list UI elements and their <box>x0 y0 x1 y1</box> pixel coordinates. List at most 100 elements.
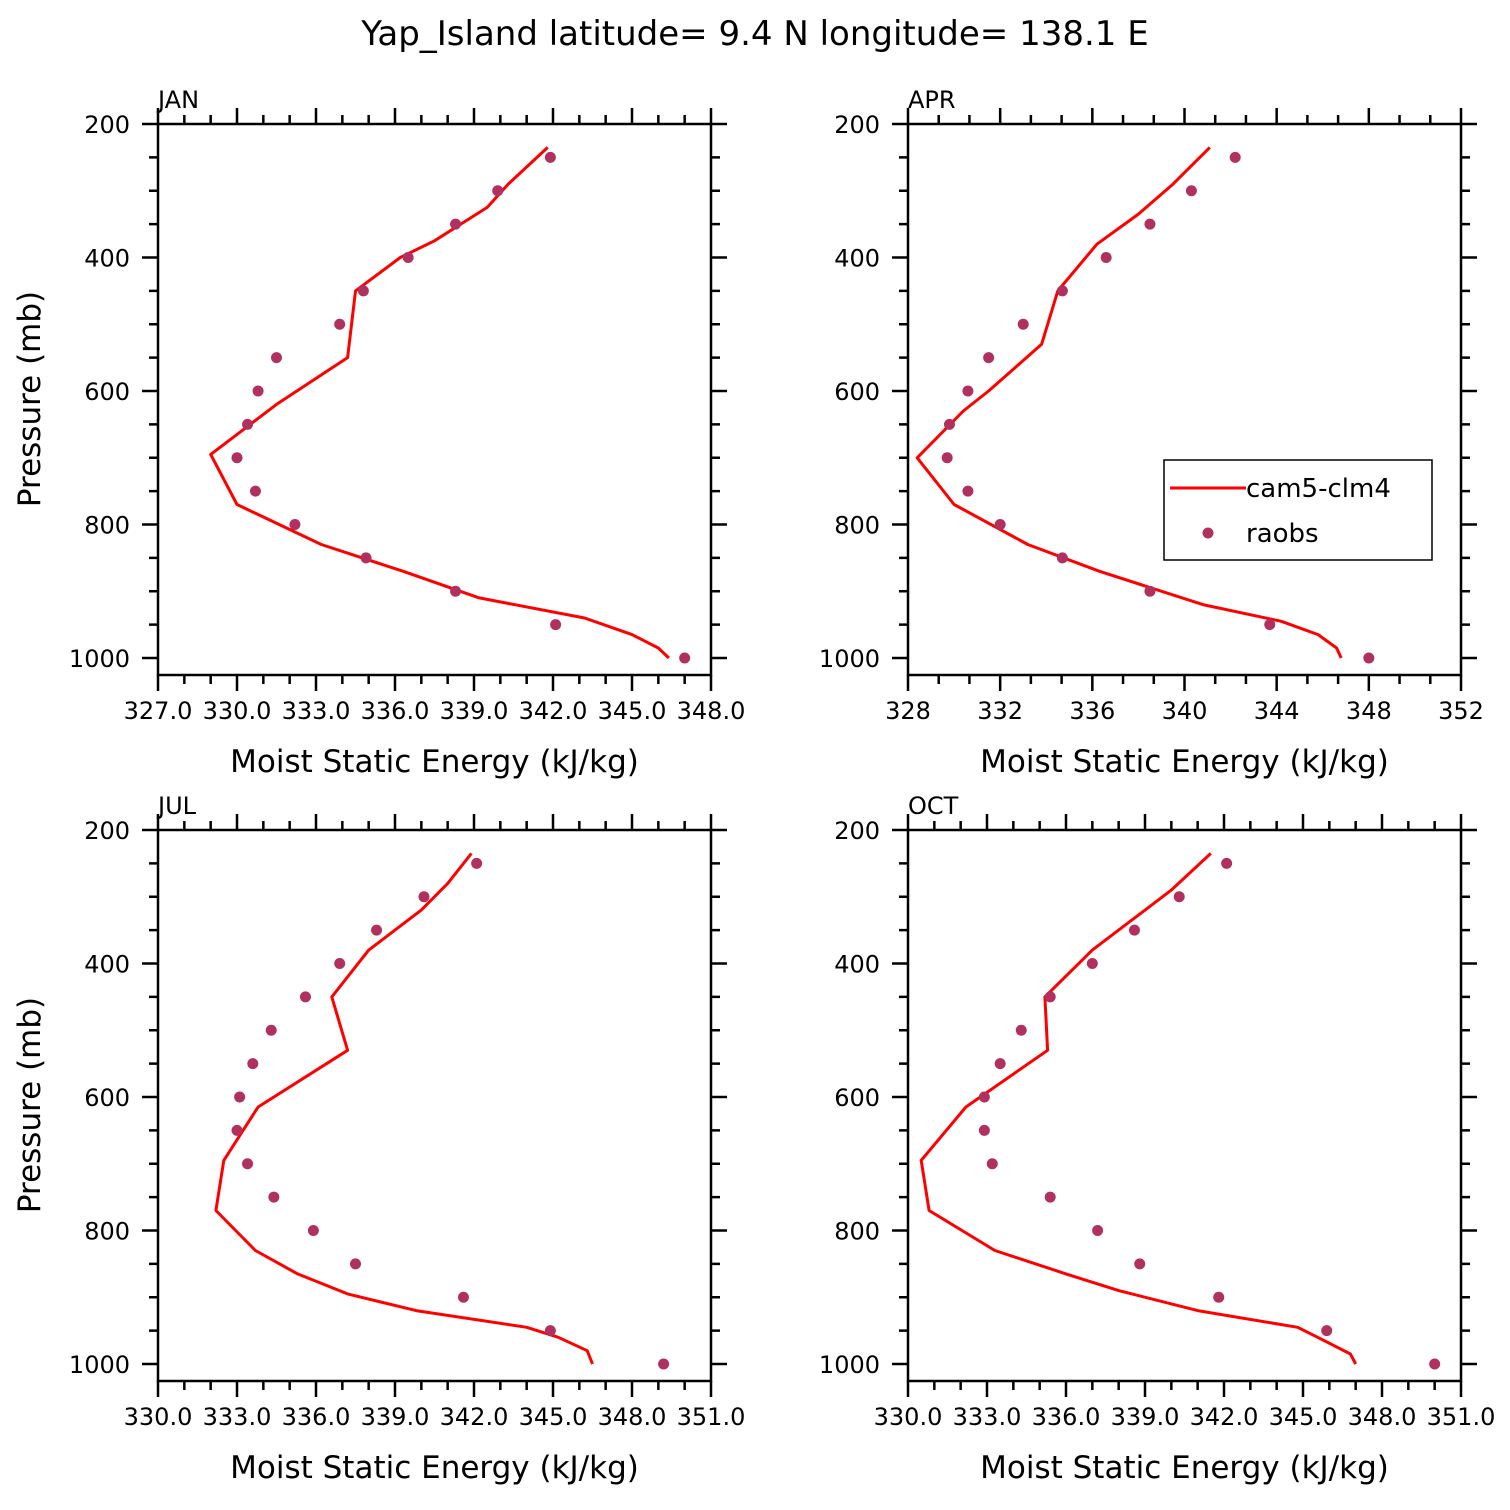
x-tick-label-jul: 330.0 <box>124 1403 193 1431</box>
obs-point-jul <box>247 1058 259 1070</box>
y-tick-label-oct: 800 <box>834 1218 880 1246</box>
series-line-apr <box>915 146 1343 659</box>
obs-point-jul <box>265 1024 277 1036</box>
obs-point-oct <box>994 1058 1006 1070</box>
obs-point-jan <box>252 385 264 397</box>
obs-point-apr <box>943 418 955 430</box>
obs-point-apr <box>1185 185 1197 197</box>
x-tick-label-jul: 345.0 <box>519 1403 588 1431</box>
legend-label-obs: raobs <box>1246 519 1319 549</box>
obs-point-apr <box>1363 652 1375 664</box>
x-tick-label-jul: 342.0 <box>440 1403 509 1431</box>
x-tick-label-jan: 333.0 <box>282 697 351 725</box>
y-tick-label-oct: 1000 <box>819 1351 880 1379</box>
obs-point-jul <box>234 1091 246 1103</box>
obs-point-oct <box>1429 1358 1441 1370</box>
obs-point-jan <box>544 151 556 163</box>
x-tick-label-jan: 336.0 <box>361 697 430 725</box>
obs-point-jan <box>550 619 562 631</box>
obs-point-apr <box>1017 318 1029 330</box>
obs-point-jan <box>289 519 301 530</box>
obs-point-apr <box>1144 585 1156 597</box>
obs-point-oct <box>978 1091 990 1103</box>
obs-point-apr <box>962 385 974 397</box>
x-tick-label-jan: 348.0 <box>677 697 746 725</box>
x-axis-title-jul: Moist Static Energy (kJ/kg) <box>230 1450 639 1486</box>
obs-point-oct <box>1092 1225 1104 1236</box>
x-axis-title-oct: Moist Static Energy (kJ/kg) <box>980 1450 1389 1486</box>
obs-point-oct <box>1221 857 1233 869</box>
obs-point-jan <box>679 652 691 664</box>
obs-point-jul <box>334 958 346 969</box>
plot-frame-apr <box>906 122 1463 677</box>
x-tick-label-apr: 336 <box>1069 697 1115 725</box>
y-tick-label-apr: 1000 <box>819 645 880 673</box>
y-tick-label-oct: 600 <box>834 1084 880 1112</box>
legend: cam5-clm4 raobs <box>1163 459 1433 561</box>
obs-point-jul <box>457 1291 469 1303</box>
x-tick-label-apr: 332 <box>977 697 1023 725</box>
obs-point-apr <box>1100 252 1112 263</box>
obs-point-jul <box>299 991 311 1003</box>
series-line-jan <box>209 146 670 660</box>
y-tick-label-jan: 200 <box>84 111 130 139</box>
x-tick-label-oct: 351.0 <box>1427 1403 1496 1431</box>
y-axis-title-jul: Pressure (mb) <box>12 997 48 1213</box>
obs-point-jul <box>418 891 430 903</box>
obs-point-oct <box>1321 1325 1333 1337</box>
obs-point-jan <box>492 185 504 197</box>
series-line-oct <box>919 852 1358 1365</box>
obs-point-jul <box>231 1124 243 1136</box>
y-tick-label-jul: 400 <box>84 951 130 979</box>
x-tick-label-jul: 351.0 <box>677 1403 746 1431</box>
y-tick-label-jul: 1000 <box>69 1351 130 1379</box>
x-tick-label-oct: 345.0 <box>1269 1403 1338 1431</box>
x-axis-title-jan: Moist Static Energy (kJ/kg) <box>230 744 639 780</box>
y-tick-label-jul: 200 <box>84 817 130 845</box>
obs-point-jul <box>471 857 483 869</box>
y-tick-label-apr: 800 <box>834 512 880 540</box>
y-tick-label-oct: 200 <box>834 817 880 845</box>
obs-point-apr <box>983 352 995 364</box>
obs-point-oct <box>1128 924 1140 936</box>
y-tick-label-jan: 600 <box>84 378 130 406</box>
x-tick-label-jan: 327.0 <box>124 697 193 725</box>
legend-box <box>1163 459 1433 561</box>
panel-label-apr: APR <box>908 86 956 114</box>
x-tick-label-jul: 339.0 <box>361 1403 430 1431</box>
plot-frame-jan <box>156 122 713 677</box>
obs-point-jan <box>334 318 346 330</box>
obs-point-apr <box>1144 218 1156 230</box>
obs-point-jul <box>242 1158 254 1170</box>
x-tick-label-jan: 345.0 <box>598 697 667 725</box>
obs-point-oct <box>1044 991 1056 1003</box>
legend-point-swatch <box>1202 527 1214 539</box>
y-axis-title-jan: Pressure (mb) <box>12 291 48 507</box>
y-tick-label-apr: 200 <box>834 111 880 139</box>
x-tick-label-oct: 333.0 <box>953 1403 1022 1431</box>
x-tick-label-apr: 352 <box>1438 697 1484 725</box>
panel-label-oct: OCT <box>908 792 959 820</box>
x-tick-label-oct: 336.0 <box>1032 1403 1101 1431</box>
obs-point-jan <box>450 585 462 597</box>
x-axis-title-apr: Moist Static Energy (kJ/kg) <box>980 744 1389 780</box>
x-tick-label-apr: 348 <box>1346 697 1392 725</box>
obs-point-jan <box>242 418 254 430</box>
obs-point-apr <box>962 485 974 497</box>
obs-point-apr <box>1056 552 1068 564</box>
plot-frame-oct <box>906 828 1463 1383</box>
obs-point-jan <box>231 452 243 464</box>
x-tick-label-jul: 333.0 <box>203 1403 272 1431</box>
x-tick-label-jan: 342.0 <box>519 697 588 725</box>
obs-point-jan <box>357 285 369 297</box>
y-tick-label-jan: 400 <box>84 245 130 273</box>
panel-jul: JUL 200 400 600 800 1000 330.0 333.0 336.0 339.0 3… <box>12 792 745 1486</box>
obs-point-apr <box>994 519 1006 530</box>
panels: JAN 200 400 600 800 1000 327.0 330.0 333.0 336.0 3… <box>12 86 1495 1486</box>
obs-point-jul <box>544 1325 556 1337</box>
obs-point-oct <box>1015 1024 1027 1036</box>
legend-label-model: cam5-clm4 <box>1246 474 1391 504</box>
obs-point-oct <box>1044 1191 1056 1203</box>
